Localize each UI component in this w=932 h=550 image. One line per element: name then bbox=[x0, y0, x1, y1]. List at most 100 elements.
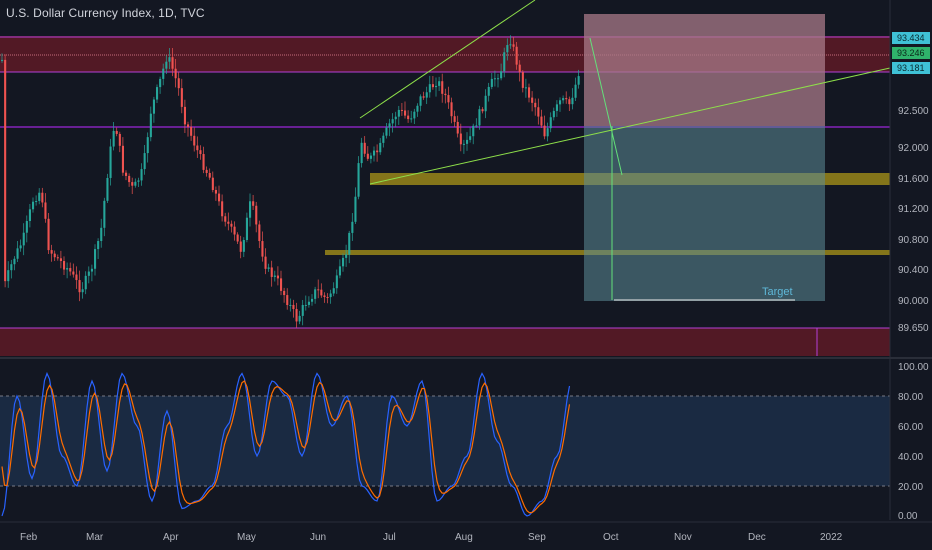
candle-body bbox=[59, 258, 62, 262]
candle-body bbox=[233, 226, 236, 235]
candle-body bbox=[183, 106, 186, 125]
candle-body bbox=[484, 95, 487, 112]
candle-body bbox=[174, 68, 177, 79]
candle-body bbox=[171, 57, 174, 69]
candle-body bbox=[338, 266, 341, 276]
candle-body bbox=[152, 99, 155, 114]
candle-body bbox=[317, 289, 320, 291]
candle-body bbox=[531, 97, 534, 103]
channel-line-lower bbox=[369, 67, 891, 185]
candle-body bbox=[131, 182, 134, 186]
time-axis-label: Jun bbox=[310, 532, 326, 543]
time-axis-label: Sep bbox=[528, 532, 546, 543]
candle-body bbox=[447, 95, 450, 103]
candle-body bbox=[41, 192, 44, 203]
price-axis[interactable]: 92.500 92.000 91.600 91.200 90.800 90.40… bbox=[889, 0, 930, 520]
time-axis[interactable]: Feb Mar Apr May Jun Jul Aug Sep Oct Nov … bbox=[0, 521, 932, 543]
price-tag-93-246: 93.246 bbox=[897, 48, 925, 58]
candle-body bbox=[472, 125, 475, 137]
candle-body bbox=[534, 102, 537, 108]
candle-body bbox=[97, 241, 100, 250]
candle-body bbox=[202, 154, 205, 170]
candle-body bbox=[509, 44, 512, 46]
candle-body bbox=[549, 117, 552, 129]
candle-body bbox=[106, 177, 109, 201]
candle-body bbox=[19, 245, 22, 249]
candle-body bbox=[227, 221, 230, 224]
candle-body bbox=[565, 98, 568, 100]
candle-body bbox=[295, 309, 298, 322]
oscillator-axis-label: 40.00 bbox=[898, 452, 923, 463]
candle-body bbox=[332, 288, 335, 294]
candle-body bbox=[214, 189, 217, 194]
candle-body bbox=[236, 234, 239, 242]
time-axis-label: Feb bbox=[20, 532, 38, 543]
candle-body bbox=[242, 240, 245, 252]
candle-body bbox=[143, 153, 146, 170]
candle-body bbox=[540, 116, 543, 126]
price-tag-bg bbox=[892, 62, 930, 74]
candle-body bbox=[335, 275, 338, 289]
candle-body bbox=[255, 205, 258, 225]
oscillator-k-line bbox=[1, 371, 571, 517]
candle-body bbox=[56, 257, 59, 259]
candle-body bbox=[419, 96, 422, 106]
projection-box-lower bbox=[584, 126, 825, 301]
candle-body bbox=[366, 153, 369, 159]
candle-body bbox=[481, 109, 484, 112]
candle-body bbox=[407, 115, 410, 120]
candle-body bbox=[264, 256, 267, 269]
bottom-zone bbox=[0, 328, 890, 356]
candle-body bbox=[410, 118, 413, 120]
candle-body bbox=[44, 202, 47, 219]
candle-body bbox=[428, 84, 431, 93]
candle-body bbox=[416, 105, 419, 112]
candle-body bbox=[298, 315, 301, 322]
candle-body bbox=[559, 100, 562, 105]
oscillator-axis[interactable]: 100.00 80.00 60.00 40.00 20.00 0.00 bbox=[898, 362, 929, 522]
candle-body bbox=[165, 61, 168, 69]
candle-body bbox=[137, 180, 140, 182]
price-tag-93-434: 93.434 bbox=[897, 33, 925, 43]
candle-body bbox=[357, 163, 360, 197]
candle-body bbox=[273, 275, 276, 277]
candle-body bbox=[75, 274, 78, 281]
candle-body bbox=[28, 209, 31, 222]
candle-body bbox=[180, 88, 183, 107]
time-axis-label: May bbox=[237, 532, 256, 543]
candle-body bbox=[1, 59, 4, 61]
candle-body bbox=[379, 142, 382, 153]
oscillator-band bbox=[0, 396, 890, 486]
candle-body bbox=[16, 248, 19, 259]
price-axis-label: 92.500 bbox=[898, 106, 929, 117]
price-axis-label: 90.000 bbox=[898, 296, 929, 307]
candle-body bbox=[348, 232, 351, 255]
candle-body bbox=[577, 76, 580, 85]
candle-body bbox=[360, 142, 363, 164]
projection-path bbox=[589, 37, 623, 176]
candle-body bbox=[369, 155, 372, 159]
candle-body bbox=[286, 295, 289, 306]
candle-body bbox=[394, 116, 397, 120]
candle-body bbox=[267, 267, 270, 269]
candle-body bbox=[270, 267, 273, 277]
candle-body bbox=[311, 298, 314, 302]
candle-body bbox=[466, 139, 469, 144]
candle-body bbox=[441, 81, 444, 94]
candle-body bbox=[66, 268, 69, 270]
price-axis-label: 89.650 bbox=[898, 323, 929, 334]
candle-body bbox=[100, 227, 103, 242]
oscillator-pane[interactable] bbox=[0, 371, 890, 517]
candle-body bbox=[292, 304, 295, 310]
candle-body bbox=[63, 261, 66, 270]
main-price-pane[interactable]: Target bbox=[0, 0, 891, 356]
time-axis-label: Oct bbox=[603, 532, 619, 543]
candle-body bbox=[425, 92, 428, 98]
candle-body bbox=[552, 110, 555, 118]
candle-body bbox=[475, 125, 478, 127]
oscillator-axis-label: 0.00 bbox=[898, 511, 918, 522]
oscillator-axis-label: 60.00 bbox=[898, 422, 923, 433]
candle-body bbox=[363, 142, 366, 154]
candle-body bbox=[249, 201, 252, 218]
